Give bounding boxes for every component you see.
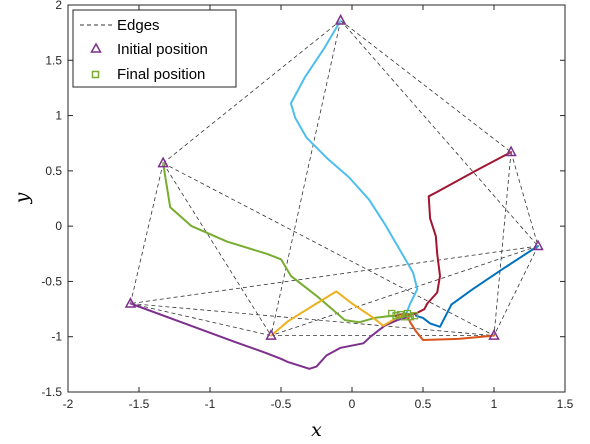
- trajectory-line: [289, 19, 419, 316]
- x-tick-label: -2: [63, 397, 74, 411]
- final-position-marker: [410, 312, 419, 320]
- y-axis-label: y: [11, 192, 33, 204]
- edge-line: [340, 20, 539, 247]
- initial-position-marker: [488, 329, 500, 340]
- initial-position-marker: [265, 329, 277, 340]
- trajectories-layer: [129, 19, 539, 370]
- edge-line: [130, 303, 272, 336]
- legend-initial-swatch: [90, 42, 102, 53]
- edge-line: [270, 20, 342, 336]
- y-tick-label: 1.5: [45, 53, 62, 67]
- edge-line: [162, 162, 272, 336]
- initial-position-marker: [124, 296, 137, 308]
- initial-position-marker: [532, 239, 544, 251]
- edge-line: [162, 162, 495, 336]
- x-tick-label: 0: [349, 397, 356, 411]
- x-axis-label: x: [311, 419, 322, 441]
- edge-line: [130, 303, 495, 337]
- x-tick-label: -1: [205, 397, 216, 411]
- edge-line: [130, 163, 164, 304]
- plot-frame: [67, 4, 566, 393]
- ticks-layer: -2 -1.5 -1 -0.5 0 0.5 1 1.5-1.5-1-0.500.511.52: [41, 0, 573, 411]
- y-tick-label: -1.5: [41, 385, 62, 399]
- y-tick-label: 0.5: [45, 164, 62, 178]
- legend-initial-label: Initial position: [117, 41, 208, 58]
- trajectory-line: [270, 290, 405, 337]
- final-position-marker: [392, 312, 400, 320]
- legend-edges-label: Edges: [117, 17, 160, 34]
- legend-box: [72, 9, 237, 88]
- edge-line: [340, 20, 512, 153]
- edge-line: [510, 151, 539, 247]
- final-position-marker: [406, 313, 414, 321]
- x-tick-label: -0.5: [271, 397, 292, 411]
- legend-final-swatch: [91, 70, 100, 79]
- edge-line: [493, 152, 512, 336]
- edge-line: [270, 245, 539, 336]
- y-tick-label: 1: [55, 109, 62, 123]
- x-tick-label: 1: [491, 397, 498, 411]
- edge-line: [162, 20, 341, 164]
- x-tick-label: -1.5: [129, 397, 150, 411]
- markers-layer: [124, 13, 544, 340]
- edges-layer: [130, 20, 539, 337]
- y-tick-label: -1: [51, 330, 62, 344]
- initial-position-marker: [334, 13, 347, 25]
- final-position-marker: [388, 309, 396, 318]
- edge-line: [493, 245, 539, 336]
- legend-final-label: Final position: [117, 66, 205, 83]
- x-tick-label: 1.5: [557, 397, 574, 411]
- trajectory-line: [129, 302, 410, 370]
- x-tick-label: 0.5: [415, 397, 432, 411]
- trajectory-line: [414, 245, 539, 328]
- edge-line: [130, 245, 539, 304]
- y-tick-label: 0: [55, 219, 62, 233]
- legend: Edges Initial position Final position: [72, 9, 237, 88]
- initial-position-marker: [505, 145, 517, 157]
- initial-position-marker: [157, 156, 169, 168]
- y-tick-label: 2: [55, 0, 62, 12]
- y-tick-label: -0.5: [41, 274, 62, 288]
- final-position-marker: [396, 310, 404, 319]
